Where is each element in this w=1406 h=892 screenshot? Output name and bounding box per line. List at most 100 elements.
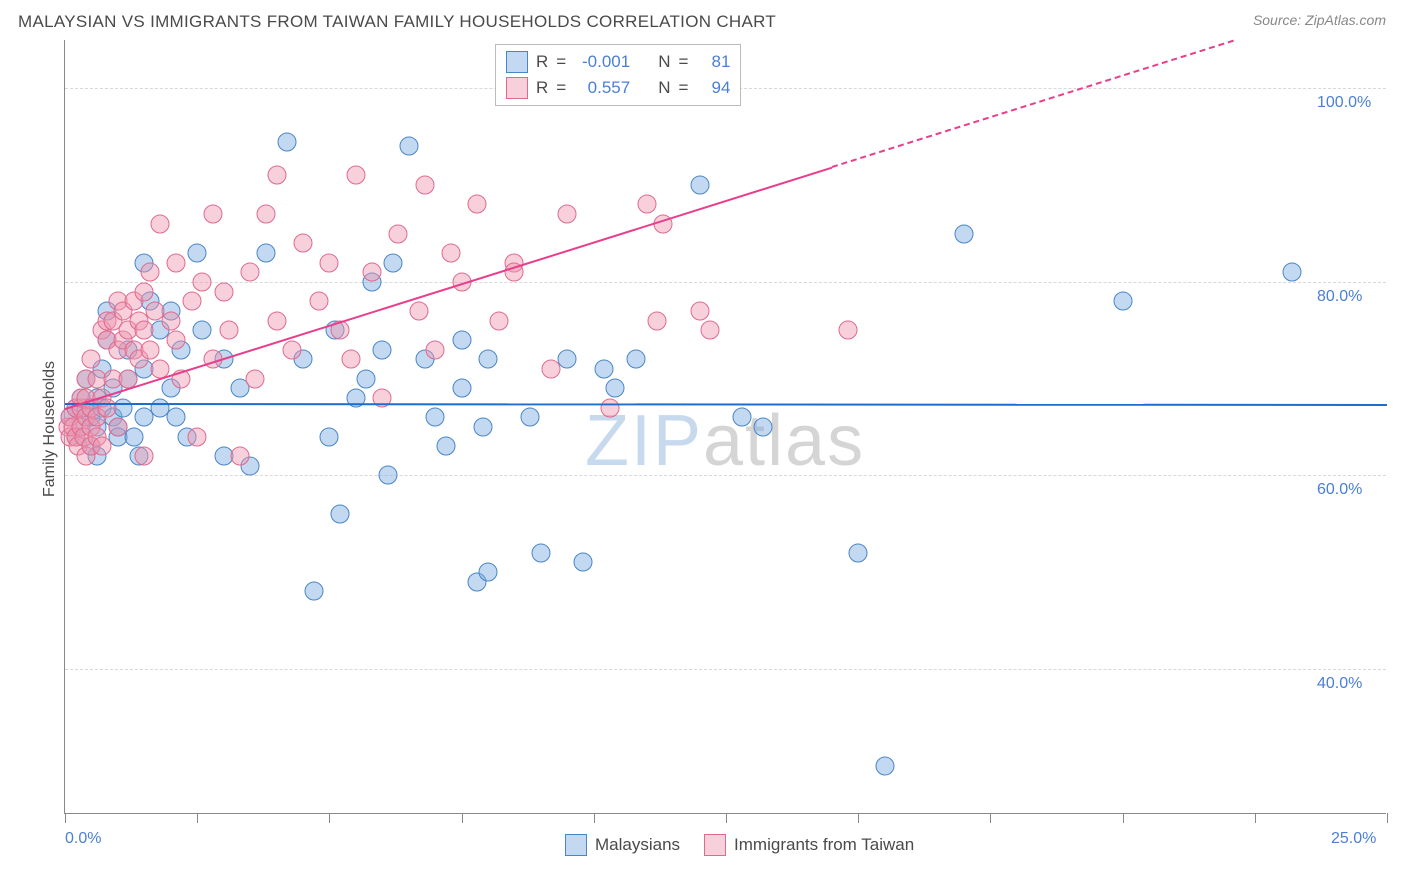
trend-line bbox=[65, 403, 1387, 406]
data-point bbox=[188, 427, 207, 446]
data-point bbox=[574, 553, 593, 572]
legend-swatch bbox=[506, 77, 528, 99]
data-point bbox=[108, 418, 127, 437]
stat-r-value: -0.001 bbox=[574, 49, 630, 75]
data-point bbox=[701, 321, 720, 340]
stat-n-value: 81 bbox=[696, 49, 730, 75]
data-point bbox=[558, 205, 577, 224]
chart-header: MALAYSIAN VS IMMIGRANTS FROM TAIWAN FAMI… bbox=[0, 0, 1406, 40]
data-point bbox=[436, 437, 455, 456]
data-point bbox=[341, 350, 360, 369]
legend-swatch bbox=[506, 51, 528, 73]
data-point bbox=[267, 166, 286, 185]
source-attribution: Source: ZipAtlas.com bbox=[1253, 12, 1386, 28]
data-point bbox=[838, 321, 857, 340]
data-point bbox=[690, 176, 709, 195]
data-point bbox=[399, 137, 418, 156]
x-tick bbox=[197, 813, 198, 823]
y-tick-label: 40.0% bbox=[1317, 675, 1362, 693]
stat-r-value: 0.557 bbox=[574, 75, 630, 101]
x-tick bbox=[329, 813, 330, 823]
x-tick bbox=[990, 813, 991, 823]
data-point bbox=[320, 427, 339, 446]
data-point bbox=[754, 418, 773, 437]
data-point bbox=[1282, 263, 1301, 282]
legend-item: Immigrants from Taiwan bbox=[704, 834, 914, 856]
data-point bbox=[452, 379, 471, 398]
stat-r-label: R bbox=[536, 75, 548, 101]
source-name: ZipAtlas.com bbox=[1305, 12, 1386, 28]
data-point bbox=[531, 543, 550, 562]
data-point bbox=[473, 418, 492, 437]
plot-region: 40.0%60.0%80.0%100.0%0.0%25.0%Family Hou… bbox=[64, 40, 1386, 814]
data-point bbox=[93, 437, 112, 456]
data-point bbox=[595, 359, 614, 378]
data-point bbox=[135, 321, 154, 340]
data-point bbox=[690, 301, 709, 320]
data-point bbox=[82, 350, 101, 369]
data-point bbox=[283, 340, 302, 359]
data-point bbox=[452, 330, 471, 349]
data-point bbox=[135, 282, 154, 301]
data-point bbox=[542, 359, 561, 378]
data-point bbox=[256, 205, 275, 224]
x-tick bbox=[726, 813, 727, 823]
data-point bbox=[241, 263, 260, 282]
data-point bbox=[383, 253, 402, 272]
data-point bbox=[637, 195, 656, 214]
stat-n-label: N bbox=[658, 49, 670, 75]
x-tick-label: 0.0% bbox=[65, 830, 101, 848]
stat-eq: = bbox=[679, 75, 689, 101]
gridline bbox=[65, 282, 1386, 283]
stat-n-label: N bbox=[658, 75, 670, 101]
data-point bbox=[193, 272, 212, 291]
data-point bbox=[373, 340, 392, 359]
trend-line bbox=[831, 40, 1233, 168]
data-point bbox=[732, 408, 751, 427]
data-point bbox=[167, 408, 186, 427]
trend-line bbox=[65, 166, 832, 409]
data-point bbox=[246, 369, 265, 388]
legend-swatch bbox=[704, 834, 726, 856]
data-point bbox=[378, 466, 397, 485]
data-point bbox=[304, 582, 323, 601]
y-axis-label: Family Households bbox=[41, 361, 59, 497]
data-point bbox=[278, 132, 297, 151]
data-point bbox=[135, 447, 154, 466]
data-point bbox=[309, 292, 328, 311]
data-point bbox=[600, 398, 619, 417]
legend-label: Malaysians bbox=[595, 835, 680, 855]
data-point bbox=[410, 301, 429, 320]
stat-eq: = bbox=[679, 49, 689, 75]
data-point bbox=[389, 224, 408, 243]
stat-eq: = bbox=[556, 49, 566, 75]
data-point bbox=[140, 340, 159, 359]
stat-r-label: R bbox=[536, 49, 548, 75]
y-tick-label: 60.0% bbox=[1317, 481, 1362, 499]
source-label: Source: bbox=[1253, 12, 1301, 28]
data-point bbox=[151, 214, 170, 233]
data-point bbox=[627, 350, 646, 369]
data-point bbox=[426, 408, 445, 427]
watermark: ZIPatlas bbox=[585, 400, 865, 482]
x-tick bbox=[462, 813, 463, 823]
chart-title: MALAYSIAN VS IMMIGRANTS FROM TAIWAN FAMI… bbox=[18, 12, 776, 32]
data-point bbox=[219, 321, 238, 340]
data-point bbox=[182, 292, 201, 311]
data-point bbox=[188, 243, 207, 262]
data-point bbox=[489, 311, 508, 330]
data-point bbox=[193, 321, 212, 340]
data-point bbox=[267, 311, 286, 330]
series-legend: Malaysians Immigrants from Taiwan bbox=[565, 834, 914, 856]
x-tick bbox=[65, 813, 66, 823]
data-point bbox=[479, 563, 498, 582]
data-point bbox=[140, 263, 159, 282]
data-point bbox=[1113, 292, 1132, 311]
stats-legend-box: R=-0.001N=81R=0.557N=94 bbox=[495, 44, 741, 106]
data-point bbox=[124, 427, 143, 446]
data-point bbox=[357, 369, 376, 388]
data-point bbox=[875, 756, 894, 775]
data-point bbox=[230, 447, 249, 466]
y-tick-label: 80.0% bbox=[1317, 288, 1362, 306]
x-tick-label: 25.0% bbox=[1331, 830, 1376, 848]
